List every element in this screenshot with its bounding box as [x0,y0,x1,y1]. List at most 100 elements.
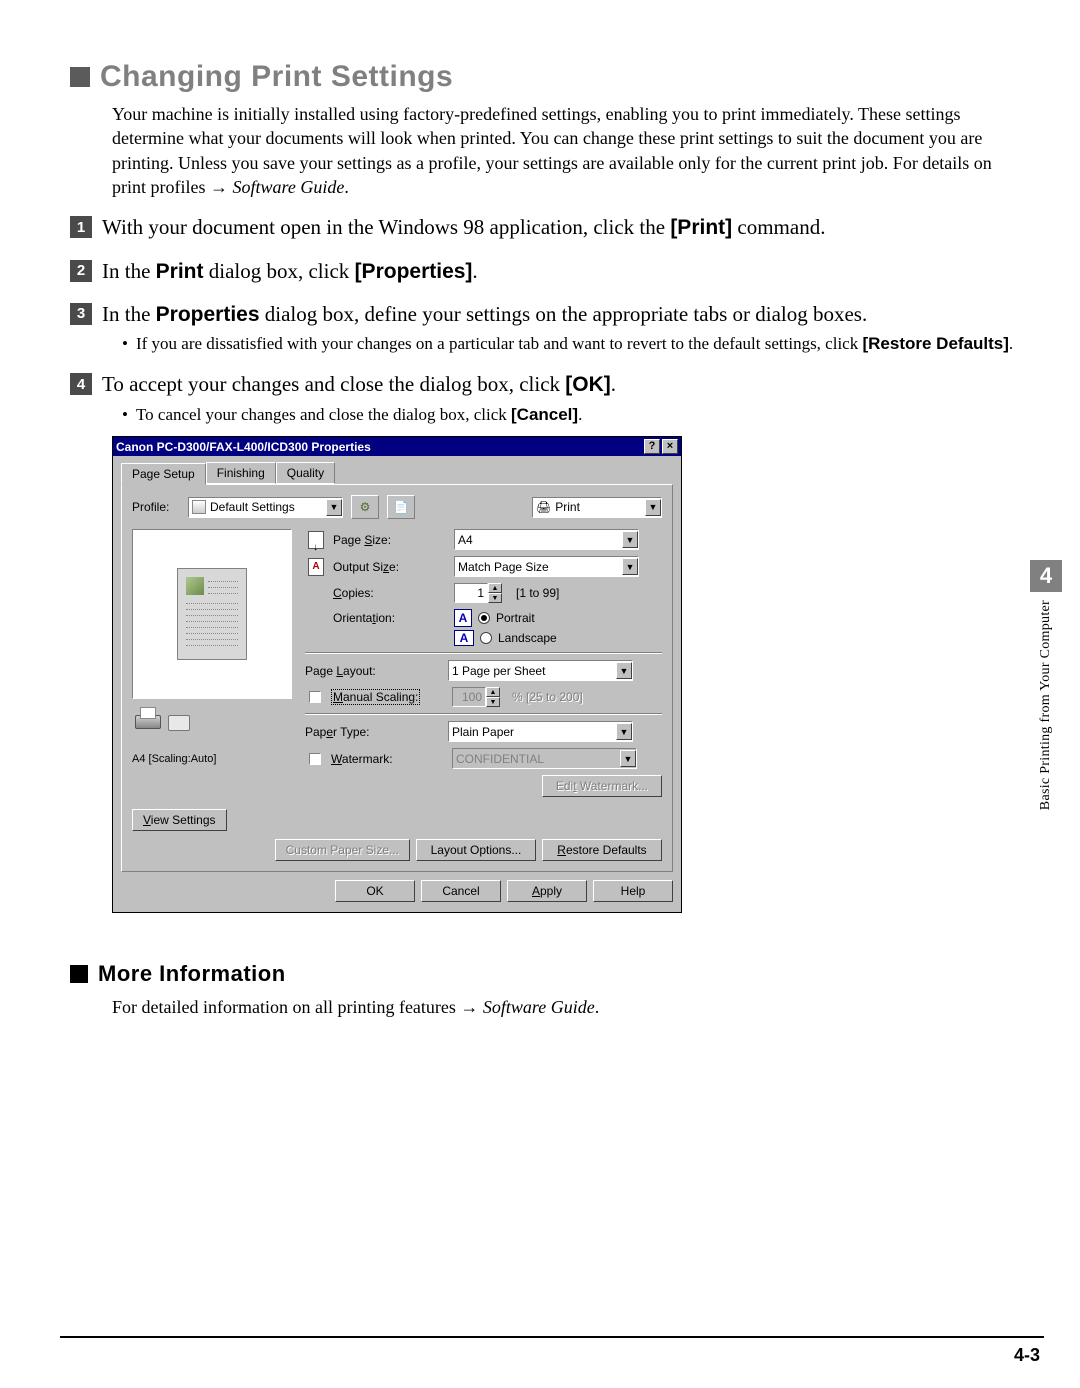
tab-panel-page-setup: Profile: Default Settings ▼ ⚙ 📄 🖨 [121,484,673,872]
ok-button[interactable]: OK [335,880,415,902]
copies-range: [1 to 99] [516,586,559,600]
chevron-down-icon[interactable]: ▼ [326,499,342,516]
footer-rule [60,1336,1044,1338]
landscape-icon: A [454,630,474,646]
bullet-dot: • [122,333,128,356]
close-icon[interactable]: × [662,439,678,454]
step-1-text: With your document open in the Windows 9… [102,213,825,242]
tray-icon [168,715,190,731]
chevron-down-icon[interactable]: ▼ [645,499,661,516]
page-layout-label: Page Layout: [305,664,442,678]
restore-defaults-button[interactable]: Restore Defaults [542,839,662,861]
edit-profile-button[interactable]: 📄 [387,495,415,519]
dialog-titlebar[interactable]: Canon PC-D300/FAX-L400/ICD300 Properties… [113,437,681,456]
landscape-label: Landscape [498,631,557,645]
chapter-label: Basic Printing from Your Computer [1038,600,1054,810]
intro-end: . [344,177,349,197]
paper-type-label: Paper Type: [305,725,442,739]
page-number: 4-3 [1014,1345,1040,1366]
preview-page-icon [177,568,247,660]
step-number-1: 1 [70,216,92,238]
copies-spinner[interactable]: 1 ▲▼ [454,583,502,603]
output-method-value: Print [555,500,580,514]
section-heading-more-info: More Information [70,961,1020,987]
profile-label: Profile: [132,500,180,514]
view-settings-button[interactable]: View Settings [132,809,227,831]
copies-label: Copies: [333,586,448,600]
add-profile-button[interactable]: ⚙ [351,495,379,519]
step-2: 2 In the Print dialog box, click [Proper… [70,257,1020,286]
help-button[interactable]: Help [593,880,673,902]
layout-options-button[interactable]: Layout Options... [416,839,536,861]
chevron-down-icon[interactable]: ▼ [616,662,632,679]
profile-combo[interactable]: Default Settings ▼ [188,497,343,518]
chapter-side-tab: 4 Basic Printing from Your Computer [1030,560,1062,810]
spin-up-icon[interactable]: ▲ [488,583,502,593]
output-size-value: Match Page Size [458,560,549,574]
portrait-icon: A [454,609,472,627]
tab-quality[interactable]: Quality [276,462,335,484]
custom-paper-size-button: Custom Paper Size... [275,839,410,861]
output-size-combo[interactable]: Match Page Size ▼ [454,556,639,577]
watermark-label: Watermark: [331,752,446,766]
step-4-text: To accept your changes and close the dia… [102,370,616,399]
output-method-combo[interactable]: 🖨 Print ▼ [532,497,662,518]
tabs: Page Setup Finishing Quality [121,462,673,484]
bullet-dot: • [122,404,128,427]
step-1: 1 With your document open in the Windows… [70,213,1020,242]
chevron-down-icon[interactable]: ▼ [622,558,638,575]
profile-value: Default Settings [210,500,295,514]
watermark-checkbox[interactable] [309,753,321,765]
properties-dialog: Canon PC-D300/FAX-L400/ICD300 Properties… [112,436,682,913]
page-layout-combo[interactable]: 1 Page per Sheet ▼ [448,660,633,681]
page-size-label: Page Size: [333,533,448,547]
tab-page-setup[interactable]: Page Setup [121,463,206,485]
page-size-combo[interactable]: A4 ▼ [454,529,639,550]
manual-scaling-checkbox[interactable] [309,691,321,703]
portrait-label: Portrait [496,611,535,625]
spin-down-icon: ▼ [486,697,500,707]
tab-finishing[interactable]: Finishing [206,462,276,484]
spin-up-icon: ▲ [486,687,500,697]
edit-watermark-button: Edit Watermark... [542,775,662,797]
help-icon[interactable]: ? [644,439,660,454]
manual-scaling-label: Manual Scaling: [331,690,446,704]
landscape-radio[interactable] [480,632,492,644]
step-3-sub: • If you are dissatisfied with your chan… [122,333,1020,356]
step-4: 4 To accept your changes and close the d… [70,370,1020,426]
scaling-spinner: 100 ▲▼ [452,687,500,707]
paper-type-combo[interactable]: Plain Paper ▼ [448,721,633,742]
preview-caption: A4 [Scaling:Auto] [132,753,297,765]
step-number-4: 4 [70,373,92,395]
output-size-icon: A [308,558,324,576]
step-number-2: 2 [70,260,92,282]
section-heading-changing: Changing Print Settings [70,60,1020,94]
step-3: 3 In the Properties dialog box, define y… [70,300,1020,356]
chevron-down-icon[interactable]: ▼ [616,723,632,740]
page-preview [132,529,292,699]
cancel-button[interactable]: Cancel [421,880,501,902]
copies-value[interactable]: 1 [454,583,488,603]
chevron-down-icon: ▼ [620,750,636,767]
document-icon: 📄 [394,500,409,514]
printer-icon: 🖨 [536,500,551,514]
step-4-sub: • To cancel your changes and close the d… [122,404,1020,427]
step-number-3: 3 [70,303,92,325]
intro-paragraph: Your machine is initially installed usin… [112,102,1020,199]
gear-icon: ⚙ [360,500,371,514]
portrait-radio[interactable] [478,612,490,624]
intro-ref: Software Guide [232,177,344,197]
more-info-text: For detailed information on all printing… [112,995,1020,1019]
spin-down-icon[interactable]: ▼ [488,593,502,603]
chevron-down-icon[interactable]: ▼ [622,531,638,548]
page-size-icon: ↓ [308,531,324,549]
bullet-icon [70,965,88,983]
apply-button[interactable]: Apply [507,880,587,902]
orientation-label: Orientation: [333,611,448,625]
scaling-range: % [25 to 200] [512,690,583,704]
divider [305,652,662,654]
printer-preview-icon [132,705,162,731]
divider [305,713,662,715]
chapter-number: 4 [1030,560,1062,592]
step-2-text: In the Print dialog box, click [Properti… [102,257,478,286]
